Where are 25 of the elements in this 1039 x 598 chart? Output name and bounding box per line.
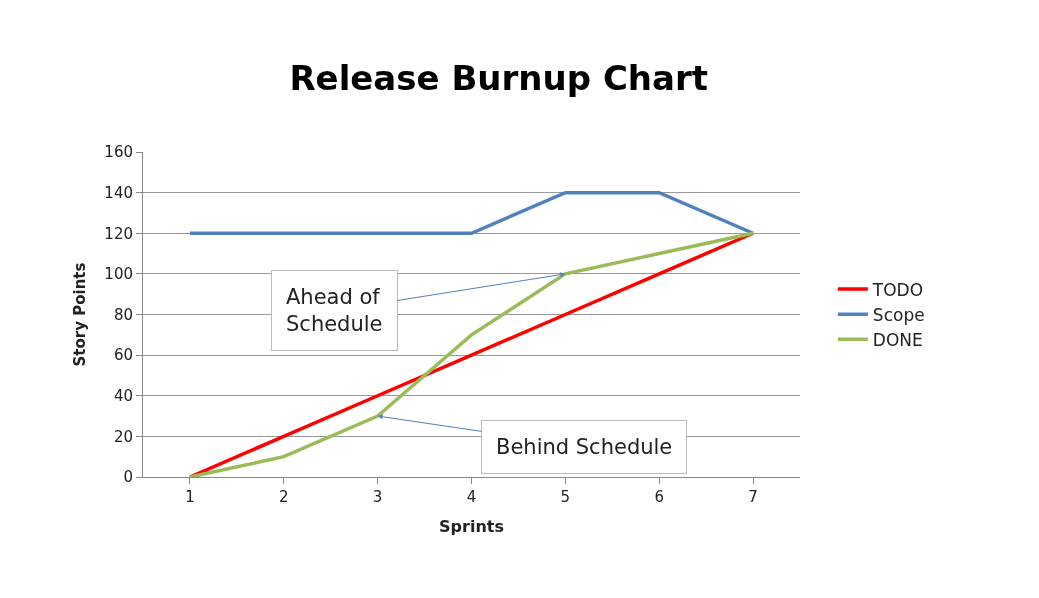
x-tick-label: 5	[560, 488, 571, 506]
y-tick-label: 60	[113, 346, 133, 365]
y-tick-label: 160	[104, 143, 133, 162]
x-tick-label: 1	[185, 488, 195, 506]
line-series	[188, 231, 755, 477]
y-tick-label: 140	[104, 183, 133, 202]
y-axis-title: Story Points	[70, 262, 89, 367]
x-axis-title: Sprints	[439, 516, 504, 536]
y-tick-label: 0	[123, 468, 133, 487]
chart-title: Release Burnup Chart	[289, 57, 709, 98]
x-tick-label: 4	[466, 488, 477, 506]
x-tick-label: 2	[279, 488, 289, 506]
legend-label: DONE	[872, 329, 923, 350]
legend-label: Scope	[872, 304, 925, 325]
x-tick-label: 3	[372, 488, 383, 506]
y-tick-label: 40	[113, 387, 133, 405]
y-tick-label: 80	[113, 305, 133, 324]
y-tick-label: 20	[113, 427, 133, 446]
legend-label: TODO	[871, 279, 924, 300]
x-tick-label: 7	[748, 488, 758, 506]
y-tick-label: 120	[104, 224, 133, 243]
annotation: Ahead of Schedule	[286, 285, 383, 337]
y-tick-label: 100	[104, 265, 133, 284]
x-tick-label: 6	[654, 488, 664, 506]
annotation: Behind Schedule	[496, 435, 673, 459]
